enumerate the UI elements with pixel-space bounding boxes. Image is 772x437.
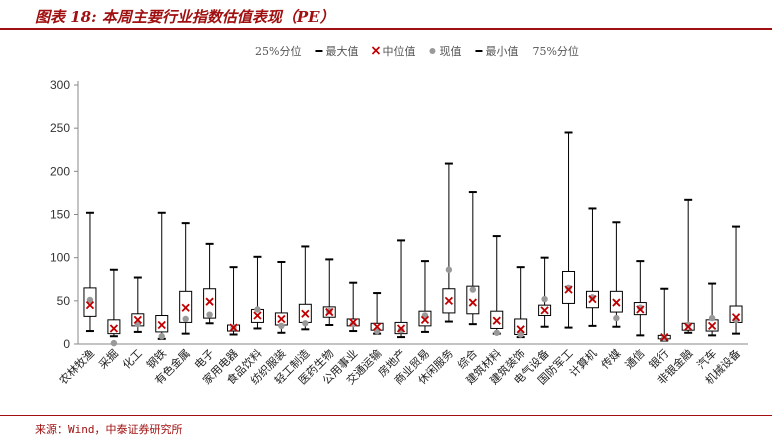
median-x-marker <box>253 311 262 320</box>
chart-title: 图表 18: 本周主要行业指数估值表现（PE） <box>35 8 335 26</box>
current-value-dot <box>589 294 596 301</box>
current-value-dot <box>158 333 165 340</box>
median-x-marker <box>492 316 501 325</box>
current-value-dot <box>110 339 118 347</box>
current-value-dot <box>565 284 572 292</box>
iqr-box <box>466 285 480 315</box>
current-value-dot <box>86 296 94 304</box>
median-x-marker <box>109 324 119 333</box>
y-tick-label: 50 <box>57 294 71 308</box>
median-x-marker <box>301 309 310 318</box>
y-tick-label: 300 <box>50 78 70 92</box>
median-x-marker <box>181 303 190 312</box>
source-divider <box>0 415 772 416</box>
median-x-marker <box>612 298 621 307</box>
current-value-dot <box>397 326 405 334</box>
y-tick-label: 100 <box>50 251 70 265</box>
category-label: 通信 <box>623 347 648 372</box>
current-value-dot <box>541 295 548 303</box>
y-tick-label: 200 <box>50 164 70 178</box>
current-value-dot <box>684 321 692 329</box>
median-x-marker <box>372 322 382 331</box>
median-x-marker <box>133 315 142 324</box>
current-value-dot <box>206 311 213 318</box>
legend-label: 现值 <box>439 45 461 58</box>
iqr-box <box>155 315 169 333</box>
legend-label: 75%分位 <box>532 44 578 58</box>
category-label: 农林牧渔 <box>56 346 97 387</box>
current-value-dot <box>469 286 477 293</box>
median-x-marker <box>468 298 477 307</box>
median-x-marker <box>85 301 95 310</box>
category-label: 采掘 <box>96 346 121 371</box>
median-x-marker <box>707 321 717 331</box>
median-x-marker <box>349 318 358 327</box>
current-value-dot <box>493 329 500 336</box>
median-x-marker <box>420 315 430 324</box>
current-value-dot <box>637 304 644 311</box>
source-note: 来源：Wind，中泰证券研究所 <box>35 423 183 436</box>
median-x-marker <box>684 322 693 331</box>
median-x-marker <box>325 307 334 317</box>
median-x-marker <box>205 297 214 306</box>
median-x-marker <box>731 313 741 322</box>
category-label: 计算机 <box>566 346 599 379</box>
legend-dot-marker <box>429 48 436 54</box>
legend-label: 最大值 <box>325 44 358 58</box>
y-tick-label: 250 <box>50 121 70 135</box>
y-tick-label: 150 <box>50 208 70 222</box>
iqr-box <box>203 288 217 319</box>
current-value-dot <box>613 314 620 322</box>
category-label: 化工 <box>119 346 144 371</box>
median-x-marker <box>660 332 669 342</box>
median-x-marker <box>540 306 549 315</box>
current-value-dot <box>302 320 309 327</box>
median-x-marker <box>444 296 454 305</box>
median-x-marker <box>636 305 645 314</box>
current-value-dot <box>708 314 716 322</box>
current-value-dot <box>182 315 189 323</box>
current-value-dot <box>517 331 524 338</box>
median-x-marker <box>564 285 573 294</box>
median-x-marker <box>396 324 406 333</box>
median-x-marker <box>229 323 238 332</box>
median-x-marker <box>588 294 597 304</box>
current-value-dot <box>278 322 285 330</box>
iqr-box <box>107 319 121 335</box>
median-x-marker <box>516 325 525 334</box>
current-value-dot <box>445 266 453 273</box>
current-value-dot <box>254 306 261 313</box>
median-x-marker <box>277 314 286 324</box>
y-tick-label: 0 <box>63 337 70 351</box>
median-x-marker <box>157 320 166 330</box>
legend-x-marker <box>371 46 381 55</box>
legend-label: 中位值 <box>382 44 415 58</box>
legend-label: 25%分位 <box>255 44 301 58</box>
category-label: 传媒 <box>599 347 624 372</box>
legend-label: 最小值 <box>485 45 518 58</box>
title-bar <box>0 0 772 30</box>
current-value-dot <box>349 320 357 328</box>
